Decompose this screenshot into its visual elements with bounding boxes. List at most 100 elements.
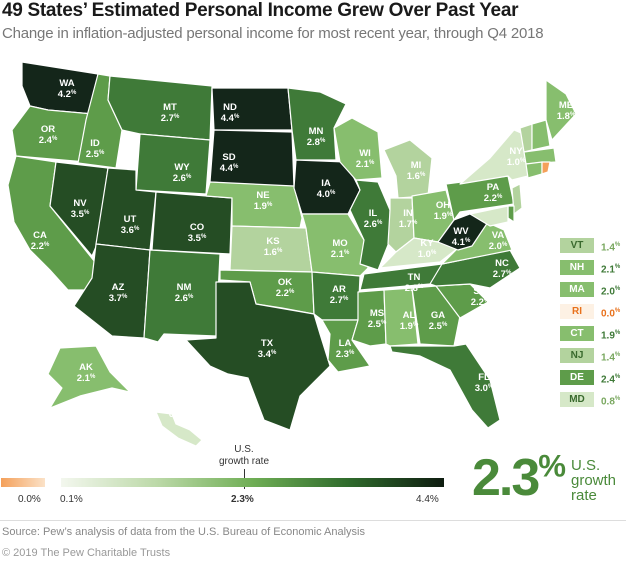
state-value-wv: 4.1%: [452, 237, 471, 248]
state-value-ky: 1.0%: [418, 249, 437, 260]
state-wy: [135, 133, 211, 195]
state-label-tx: TX: [261, 338, 274, 349]
state-value-mo: 2.1%: [331, 249, 350, 260]
northeast-value-nh: 2.1%: [601, 264, 621, 276]
state-label-ok: OK: [278, 277, 292, 288]
state-value-or: 2.4%: [39, 135, 58, 146]
state-ak: [47, 345, 131, 409]
northeast-row-ri: RI 0.0%: [560, 304, 626, 319]
state-value-me: 1.8%: [557, 111, 576, 122]
state-label-wv: WV: [453, 226, 469, 237]
state-label-sd: SD: [222, 152, 235, 163]
state-md: [469, 205, 509, 227]
state-ri: [541, 161, 551, 175]
state-value-ok: 2.2%: [276, 288, 295, 299]
northeast-box-ri: RI: [560, 304, 594, 319]
state-label-ca: CA: [33, 230, 47, 241]
legend-tick-2-3: 2.3%: [231, 494, 254, 505]
state-value-wi: 2.1%: [356, 159, 375, 170]
state-label-wa: WA: [59, 78, 74, 89]
state-il: [349, 179, 391, 271]
state-value-mi: 1.6%: [407, 171, 426, 182]
state-label-sc: SC: [473, 286, 486, 297]
northeast-box-nh: NH: [560, 260, 594, 275]
state-label-mi: MI: [411, 160, 422, 171]
state-value-az: 3.7%: [109, 293, 128, 304]
legend-tick-0-1: 0.1%: [60, 494, 83, 505]
state-nm: [143, 249, 221, 343]
state-mn: [287, 87, 347, 161]
state-value-in: 1.7%: [399, 219, 418, 230]
state-value-ut: 3.6%: [121, 225, 140, 236]
state-value-pa: 2.2%: [484, 193, 503, 204]
state-value-ne: 1.9%: [254, 201, 273, 212]
state-label-wy: WY: [174, 162, 190, 173]
northeast-value-ri: 0.0%: [601, 308, 621, 320]
state-label-oh: OH: [436, 200, 450, 211]
northeast-box-vt: VT: [560, 238, 594, 253]
legend-negative-segment: [1, 478, 45, 487]
state-label-wi: WI: [359, 148, 371, 159]
state-label-ut: UT: [124, 214, 137, 225]
state-value-ms: 2.5%: [368, 319, 387, 330]
state-label-or: OR: [41, 124, 55, 135]
state-ma: [523, 147, 557, 165]
state-label-ny: NY: [509, 146, 523, 157]
state-value-tn: 2.8%: [405, 283, 424, 294]
northeast-row-vt: VT 1.4%: [560, 238, 626, 253]
state-label-id: ID: [90, 138, 100, 149]
state-mt: [107, 75, 213, 141]
northeast-box-ct: CT: [560, 326, 594, 341]
source-note: Source: Pew’s analysis of data from the …: [2, 526, 365, 538]
state-label-pa: PA: [487, 182, 500, 193]
copyright-note: © 2019 The Pew Charitable Trusts: [2, 547, 171, 559]
state-label-al: AL: [403, 310, 416, 321]
state-value-ca: 2.2%: [31, 241, 50, 252]
state-label-ky: KY: [420, 238, 434, 249]
us-growth-rate-value: 2.3%: [472, 448, 566, 507]
state-label-nd: ND: [223, 102, 237, 113]
northeast-value-de: 2.4%: [601, 374, 621, 386]
state-label-ne: NE: [256, 190, 269, 201]
state-hi: [155, 411, 203, 447]
state-value-nv: 3.5%: [71, 209, 90, 220]
page-subtitle: Change in inflation-adjusted personal in…: [2, 25, 544, 42]
us-growth-rate-caption: U.S. growth rate: [571, 457, 617, 504]
state-label-hi: HI: [173, 398, 183, 409]
state-label-mn: MN: [309, 126, 324, 137]
state-value-nd: 4.4%: [221, 113, 240, 124]
state-value-tx: 3.4%: [258, 349, 277, 360]
state-label-ia: IA: [321, 178, 331, 189]
us-growth-rate-marker-label: U.S. growth rate: [218, 444, 270, 467]
state-value-mn: 2.8%: [307, 137, 326, 148]
state-value-ar: 2.7%: [330, 295, 349, 306]
northeast-row-nj: NJ 1.4%: [560, 348, 626, 363]
northeast-value-ma: 2.0%: [601, 286, 621, 298]
state-value-va: 2.0%: [489, 241, 508, 252]
northeast-box-md: MD: [560, 392, 594, 407]
northeast-row-ct: CT 1.9%: [560, 326, 626, 341]
state-value-ia: 4.0%: [317, 189, 336, 200]
state-value-nm: 2.6%: [175, 293, 194, 304]
state-value-ga: 2.5%: [429, 321, 448, 332]
state-label-tn: TN: [408, 272, 421, 283]
northeast-box-nj: NJ: [560, 348, 594, 363]
state-fl: [389, 343, 501, 429]
state-value-mt: 2.7%: [161, 113, 180, 124]
state-label-co: CO: [190, 222, 204, 233]
state-value-nc: 2.7%: [493, 269, 512, 280]
legend-tick-4-4: 4.4%: [416, 494, 439, 505]
state-label-ar: AR: [332, 284, 346, 295]
state-label-me: ME: [559, 100, 573, 111]
northeast-value-vt: 1.4%: [601, 242, 621, 254]
state-label-la: LA: [339, 338, 352, 349]
northeast-row-md: MD 0.8%: [560, 392, 626, 407]
state-value-hi: 0.7%: [169, 409, 188, 420]
northeast-row-nh: NH 2.1%: [560, 260, 626, 275]
state-tx: [185, 281, 331, 431]
state-label-nc: NC: [495, 258, 509, 269]
state-value-il: 2.6%: [364, 219, 383, 230]
state-label-va: VA: [492, 230, 505, 241]
state-label-fl: FL: [478, 372, 490, 383]
